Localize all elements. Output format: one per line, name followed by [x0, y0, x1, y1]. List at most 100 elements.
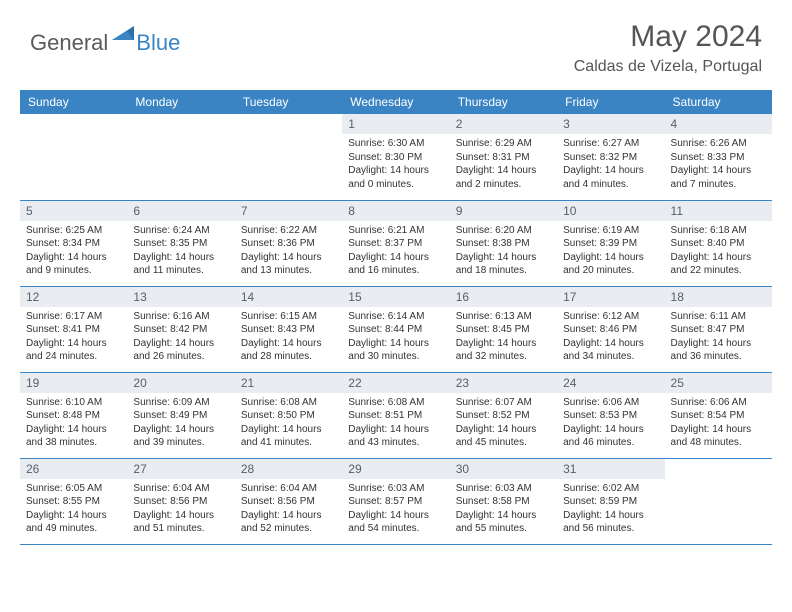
day-data: Sunrise: 6:15 AMSunset: 8:43 PMDaylight:…: [235, 307, 342, 368]
day-data: Sunrise: 6:05 AMSunset: 8:55 PMDaylight:…: [20, 479, 127, 540]
calendar-day: 30Sunrise: 6:03 AMSunset: 8:58 PMDayligh…: [450, 458, 557, 544]
calendar-day: 8Sunrise: 6:21 AMSunset: 8:37 PMDaylight…: [342, 200, 449, 286]
day-data: Sunrise: 6:24 AMSunset: 8:35 PMDaylight:…: [127, 221, 234, 282]
calendar-day: 16Sunrise: 6:13 AMSunset: 8:45 PMDayligh…: [450, 286, 557, 372]
calendar-day: 19Sunrise: 6:10 AMSunset: 8:48 PMDayligh…: [20, 372, 127, 458]
brand-triangle-icon: [112, 26, 134, 45]
calendar-day: 21Sunrise: 6:08 AMSunset: 8:50 PMDayligh…: [235, 372, 342, 458]
calendar-empty: [127, 114, 234, 200]
day-data: Sunrise: 6:10 AMSunset: 8:48 PMDaylight:…: [20, 393, 127, 454]
day-data: Sunrise: 6:14 AMSunset: 8:44 PMDaylight:…: [342, 307, 449, 368]
location: Caldas de Vizela, Portugal: [574, 58, 762, 76]
calendar-empty: [20, 114, 127, 200]
day-number: 12: [20, 287, 127, 307]
calendar-day: 9Sunrise: 6:20 AMSunset: 8:38 PMDaylight…: [450, 200, 557, 286]
calendar-day: 4Sunrise: 6:26 AMSunset: 8:33 PMDaylight…: [665, 114, 772, 200]
calendar-day: 6Sunrise: 6:24 AMSunset: 8:35 PMDaylight…: [127, 200, 234, 286]
brand-name-part1: General: [30, 30, 108, 56]
day-data: Sunrise: 6:17 AMSunset: 8:41 PMDaylight:…: [20, 307, 127, 368]
month-title: May 2024: [574, 20, 762, 54]
day-number: 15: [342, 287, 449, 307]
brand-logo: General Blue: [30, 20, 180, 59]
day-data: Sunrise: 6:06 AMSunset: 8:54 PMDaylight:…: [665, 393, 772, 454]
calendar-row: 12Sunrise: 6:17 AMSunset: 8:41 PMDayligh…: [20, 286, 772, 372]
calendar-row: 19Sunrise: 6:10 AMSunset: 8:48 PMDayligh…: [20, 372, 772, 458]
calendar-day: 15Sunrise: 6:14 AMSunset: 8:44 PMDayligh…: [342, 286, 449, 372]
day-number: 11: [665, 201, 772, 221]
calendar-day: 13Sunrise: 6:16 AMSunset: 8:42 PMDayligh…: [127, 286, 234, 372]
calendar-day: 24Sunrise: 6:06 AMSunset: 8:53 PMDayligh…: [557, 372, 664, 458]
day-number: 31: [557, 459, 664, 479]
weekday-header: Monday: [127, 90, 234, 114]
day-number: 13: [127, 287, 234, 307]
calendar-table: SundayMondayTuesdayWednesdayThursdayFrid…: [20, 90, 772, 545]
day-data: Sunrise: 6:02 AMSunset: 8:59 PMDaylight:…: [557, 479, 664, 540]
day-number: 17: [557, 287, 664, 307]
day-data: Sunrise: 6:16 AMSunset: 8:42 PMDaylight:…: [127, 307, 234, 368]
day-number: 23: [450, 373, 557, 393]
calendar-empty: [665, 458, 772, 544]
day-number: 22: [342, 373, 449, 393]
weekday-header: Thursday: [450, 90, 557, 114]
day-number: 26: [20, 459, 127, 479]
day-number: 30: [450, 459, 557, 479]
day-data: Sunrise: 6:25 AMSunset: 8:34 PMDaylight:…: [20, 221, 127, 282]
day-number: 10: [557, 201, 664, 221]
calendar-day: 20Sunrise: 6:09 AMSunset: 8:49 PMDayligh…: [127, 372, 234, 458]
day-number: 21: [235, 373, 342, 393]
weekday-header: Wednesday: [342, 90, 449, 114]
calendar-row: 26Sunrise: 6:05 AMSunset: 8:55 PMDayligh…: [20, 458, 772, 544]
day-data: Sunrise: 6:12 AMSunset: 8:46 PMDaylight:…: [557, 307, 664, 368]
day-data: Sunrise: 6:26 AMSunset: 8:33 PMDaylight:…: [665, 134, 772, 195]
day-data: Sunrise: 6:08 AMSunset: 8:51 PMDaylight:…: [342, 393, 449, 454]
calendar-day: 27Sunrise: 6:04 AMSunset: 8:56 PMDayligh…: [127, 458, 234, 544]
calendar-day: 3Sunrise: 6:27 AMSunset: 8:32 PMDaylight…: [557, 114, 664, 200]
day-data: Sunrise: 6:06 AMSunset: 8:53 PMDaylight:…: [557, 393, 664, 454]
day-data: Sunrise: 6:04 AMSunset: 8:56 PMDaylight:…: [235, 479, 342, 540]
day-number: 18: [665, 287, 772, 307]
day-data: Sunrise: 6:29 AMSunset: 8:31 PMDaylight:…: [450, 134, 557, 195]
day-data: Sunrise: 6:22 AMSunset: 8:36 PMDaylight:…: [235, 221, 342, 282]
calendar-day: 31Sunrise: 6:02 AMSunset: 8:59 PMDayligh…: [557, 458, 664, 544]
day-number: 27: [127, 459, 234, 479]
day-data: Sunrise: 6:21 AMSunset: 8:37 PMDaylight:…: [342, 221, 449, 282]
day-number: 5: [20, 201, 127, 221]
day-number: 28: [235, 459, 342, 479]
weekday-header: Tuesday: [235, 90, 342, 114]
day-number: 4: [665, 114, 772, 134]
day-data: Sunrise: 6:07 AMSunset: 8:52 PMDaylight:…: [450, 393, 557, 454]
day-data: Sunrise: 6:08 AMSunset: 8:50 PMDaylight:…: [235, 393, 342, 454]
day-number: 8: [342, 201, 449, 221]
day-data: Sunrise: 6:18 AMSunset: 8:40 PMDaylight:…: [665, 221, 772, 282]
day-data: Sunrise: 6:27 AMSunset: 8:32 PMDaylight:…: [557, 134, 664, 195]
calendar-row: 5Sunrise: 6:25 AMSunset: 8:34 PMDaylight…: [20, 200, 772, 286]
day-number: 3: [557, 114, 664, 134]
day-number: 7: [235, 201, 342, 221]
day-number: 9: [450, 201, 557, 221]
day-data: Sunrise: 6:11 AMSunset: 8:47 PMDaylight:…: [665, 307, 772, 368]
weekday-header-row: SundayMondayTuesdayWednesdayThursdayFrid…: [20, 90, 772, 114]
day-number: 6: [127, 201, 234, 221]
calendar-day: 2Sunrise: 6:29 AMSunset: 8:31 PMDaylight…: [450, 114, 557, 200]
day-data: Sunrise: 6:09 AMSunset: 8:49 PMDaylight:…: [127, 393, 234, 454]
day-number: 16: [450, 287, 557, 307]
day-number: 1: [342, 114, 449, 134]
title-block: May 2024 Caldas de Vizela, Portugal: [574, 20, 762, 76]
day-number: 25: [665, 373, 772, 393]
calendar-day: 23Sunrise: 6:07 AMSunset: 8:52 PMDayligh…: [450, 372, 557, 458]
weekday-header: Saturday: [665, 90, 772, 114]
calendar-day: 22Sunrise: 6:08 AMSunset: 8:51 PMDayligh…: [342, 372, 449, 458]
calendar-day: 14Sunrise: 6:15 AMSunset: 8:43 PMDayligh…: [235, 286, 342, 372]
day-data: Sunrise: 6:20 AMSunset: 8:38 PMDaylight:…: [450, 221, 557, 282]
day-number: 2: [450, 114, 557, 134]
calendar-day: 18Sunrise: 6:11 AMSunset: 8:47 PMDayligh…: [665, 286, 772, 372]
day-number: 24: [557, 373, 664, 393]
calendar-body: 1Sunrise: 6:30 AMSunset: 8:30 PMDaylight…: [20, 114, 772, 544]
calendar-empty: [235, 114, 342, 200]
day-number: 20: [127, 373, 234, 393]
brand-name-part2: Blue: [136, 30, 180, 56]
calendar-day: 29Sunrise: 6:03 AMSunset: 8:57 PMDayligh…: [342, 458, 449, 544]
day-number: 14: [235, 287, 342, 307]
day-data: Sunrise: 6:03 AMSunset: 8:57 PMDaylight:…: [342, 479, 449, 540]
calendar-day: 26Sunrise: 6:05 AMSunset: 8:55 PMDayligh…: [20, 458, 127, 544]
